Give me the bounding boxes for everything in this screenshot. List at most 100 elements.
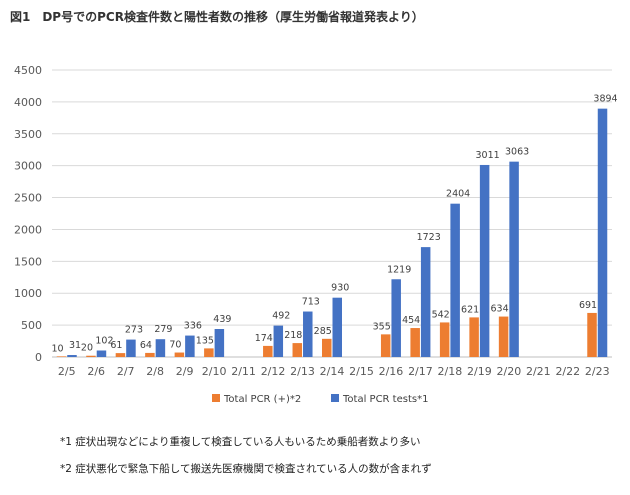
figure-title: 図1 DP号でのPCR検査件数と陽性者数の推移（厚生労働省報道発表より） (10, 10, 424, 24)
bar-positive (86, 355, 96, 357)
data-label-tests: 3894 (593, 94, 617, 105)
bar-tests (155, 339, 166, 357)
data-label-positive: 691 (579, 300, 597, 311)
bar-tests (332, 297, 342, 357)
y-tick-label: 1500 (14, 255, 42, 268)
x-tick-label: 2/18 (438, 365, 463, 378)
bar-tests (450, 203, 460, 357)
x-tick-label: 2/12 (261, 365, 286, 378)
data-label-tests: 492 (272, 311, 290, 322)
gridlines (52, 69, 612, 358)
x-tick-label: 2/8 (146, 365, 164, 378)
y-tick-label: 2500 (14, 192, 42, 205)
bar-positive (439, 322, 450, 357)
legend-label-positive: Total PCR (+)*2 (223, 394, 301, 405)
data-label-tests: 3011 (476, 150, 500, 161)
y-tick-label: 4500 (14, 64, 42, 77)
bar-tests (509, 161, 519, 357)
bar-tests (126, 339, 136, 357)
data-label-tests: 273 (125, 325, 143, 336)
x-tick-label: 2/21 (526, 365, 551, 378)
bar-tests (420, 247, 431, 357)
bar-tests (185, 335, 195, 357)
bar-tests (214, 329, 225, 357)
data-label-tests: 31 (69, 340, 81, 351)
bar-tests (391, 279, 401, 357)
data-label-tests: 439 (213, 314, 231, 325)
data-label-tests: 1723 (417, 232, 441, 243)
data-label-positive: 355 (373, 321, 391, 332)
data-label-tests: 1219 (387, 264, 411, 275)
y-tick-label: 0 (35, 351, 42, 364)
x-tick-label: 2/22 (555, 365, 580, 378)
bar-positive (292, 343, 303, 357)
footnote-1: *1 症状出現などにより重複して検査している人もいるため乗船者数より多い (60, 436, 421, 448)
x-tick-label: 2/19 (467, 365, 492, 378)
data-label-positive: 218 (284, 330, 302, 341)
data-label-positive: 10 (51, 343, 63, 354)
y-tick-label: 4000 (14, 96, 42, 109)
x-tick-label: 2/14 (320, 365, 345, 378)
bar-positive (380, 334, 391, 357)
x-tick-label: 2/7 (117, 365, 135, 378)
y-tick-label: 2000 (14, 223, 42, 236)
legend-label-tests: Total PCR tests*1 (342, 394, 428, 405)
x-tick-label: 2/11 (231, 365, 256, 378)
bar-positive (204, 348, 214, 357)
legend-swatch-positive (212, 394, 220, 402)
x-tick-label: 2/5 (58, 365, 76, 378)
bar-positive (410, 328, 420, 357)
bar-positive (56, 356, 67, 357)
bar-tests (479, 164, 490, 357)
data-label-tests: 279 (154, 324, 172, 335)
x-tick-label: 2/13 (290, 365, 315, 378)
x-tick-label: 2/20 (496, 365, 521, 378)
y-tick-label: 3000 (14, 160, 42, 173)
footnote-2: *2 症状悪化で緊急下船して搬送先医療機関で検査されている人の数が含まれず (60, 463, 432, 475)
x-tick-label: 2/9 (176, 365, 194, 378)
data-label-positive: 174 (255, 333, 273, 344)
bar-positive (469, 317, 479, 357)
data-label-positive: 454 (402, 315, 420, 326)
y-tick-label: 1000 (14, 287, 42, 300)
bar-tests (96, 350, 107, 357)
bar-positive (587, 312, 597, 357)
data-label-positive: 61 (110, 340, 122, 351)
bar-positive (145, 352, 155, 357)
x-tick-label: 2/15 (349, 365, 374, 378)
legend-swatch-tests (331, 394, 339, 402)
data-label-tests: 102 (95, 335, 113, 346)
bar-tests (67, 355, 77, 357)
bars (56, 108, 608, 358)
bar-positive (498, 316, 509, 357)
data-label-tests: 713 (302, 297, 320, 308)
data-label-positive: 70 (169, 340, 181, 351)
data-label-positive: 20 (81, 343, 93, 354)
data-label-tests: 336 (184, 321, 202, 332)
data-label-positive: 621 (461, 304, 479, 315)
data-label-positive: 135 (196, 335, 214, 346)
x-axis-ticks: 2/5 2/6 2/7 2/8 2/9 2/10 2/11 2/12 2/13 2/14 2/15 2… (58, 365, 610, 378)
y-tick-label: 500 (21, 319, 42, 332)
x-tick-label: 2/10 (202, 365, 227, 378)
bar-positive (115, 353, 126, 357)
bar-positive (263, 345, 273, 357)
x-tick-label: 2/16 (379, 365, 404, 378)
bar-tests (597, 108, 608, 358)
bar-tests (303, 311, 313, 357)
legend: Total PCR (+)*2 Total PCR tests*1 (212, 394, 428, 405)
data-label-positive: 542 (432, 309, 450, 320)
data-label-tests: 930 (331, 283, 349, 294)
data-label-tests: 3063 (505, 147, 529, 158)
x-tick-label: 2/17 (408, 365, 433, 378)
bar-positive (174, 352, 185, 357)
x-tick-label: 2/6 (87, 365, 105, 378)
y-tick-label: 3500 (14, 128, 42, 141)
bar-tests (273, 325, 284, 357)
y-axis-ticks: 0 500 1000 1500 2000 2500 3000 3500 4000 4500 (14, 64, 42, 364)
data-label-tests: 2404 (446, 189, 470, 200)
bar-positive (322, 338, 332, 357)
x-tick-label: 2/23 (585, 365, 610, 378)
